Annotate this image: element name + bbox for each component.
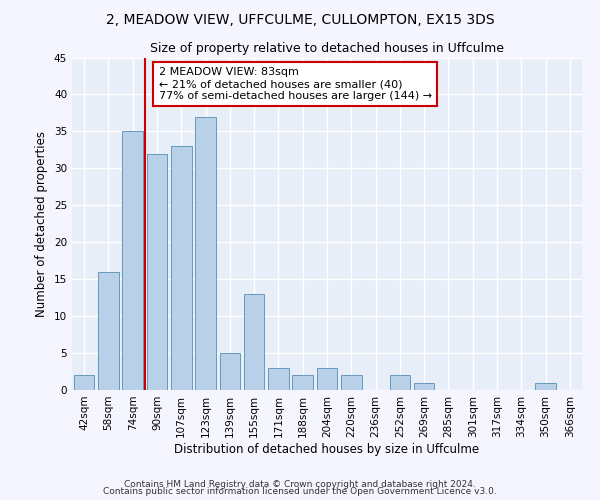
Bar: [414, 382, 434, 390]
Bar: [98, 272, 119, 390]
Bar: [74, 375, 94, 390]
Bar: [535, 382, 556, 390]
Bar: [146, 154, 167, 390]
Text: 2 MEADOW VIEW: 83sqm
← 21% of detached houses are smaller (40)
77% of semi-detac: 2 MEADOW VIEW: 83sqm ← 21% of detached h…: [158, 68, 432, 100]
Bar: [341, 375, 362, 390]
Bar: [195, 116, 216, 390]
Bar: [122, 132, 143, 390]
Bar: [292, 375, 313, 390]
Bar: [317, 368, 337, 390]
Text: 2, MEADOW VIEW, UFFCULME, CULLOMPTON, EX15 3DS: 2, MEADOW VIEW, UFFCULME, CULLOMPTON, EX…: [106, 12, 494, 26]
Title: Size of property relative to detached houses in Uffculme: Size of property relative to detached ho…: [150, 42, 504, 55]
Text: Contains HM Land Registry data © Crown copyright and database right 2024.: Contains HM Land Registry data © Crown c…: [124, 480, 476, 489]
X-axis label: Distribution of detached houses by size in Uffculme: Distribution of detached houses by size …: [175, 442, 479, 456]
Bar: [268, 368, 289, 390]
Bar: [389, 375, 410, 390]
Bar: [171, 146, 191, 390]
Y-axis label: Number of detached properties: Number of detached properties: [35, 130, 49, 317]
Bar: [220, 353, 240, 390]
Text: Contains public sector information licensed under the Open Government Licence v3: Contains public sector information licen…: [103, 488, 497, 496]
Bar: [244, 294, 265, 390]
